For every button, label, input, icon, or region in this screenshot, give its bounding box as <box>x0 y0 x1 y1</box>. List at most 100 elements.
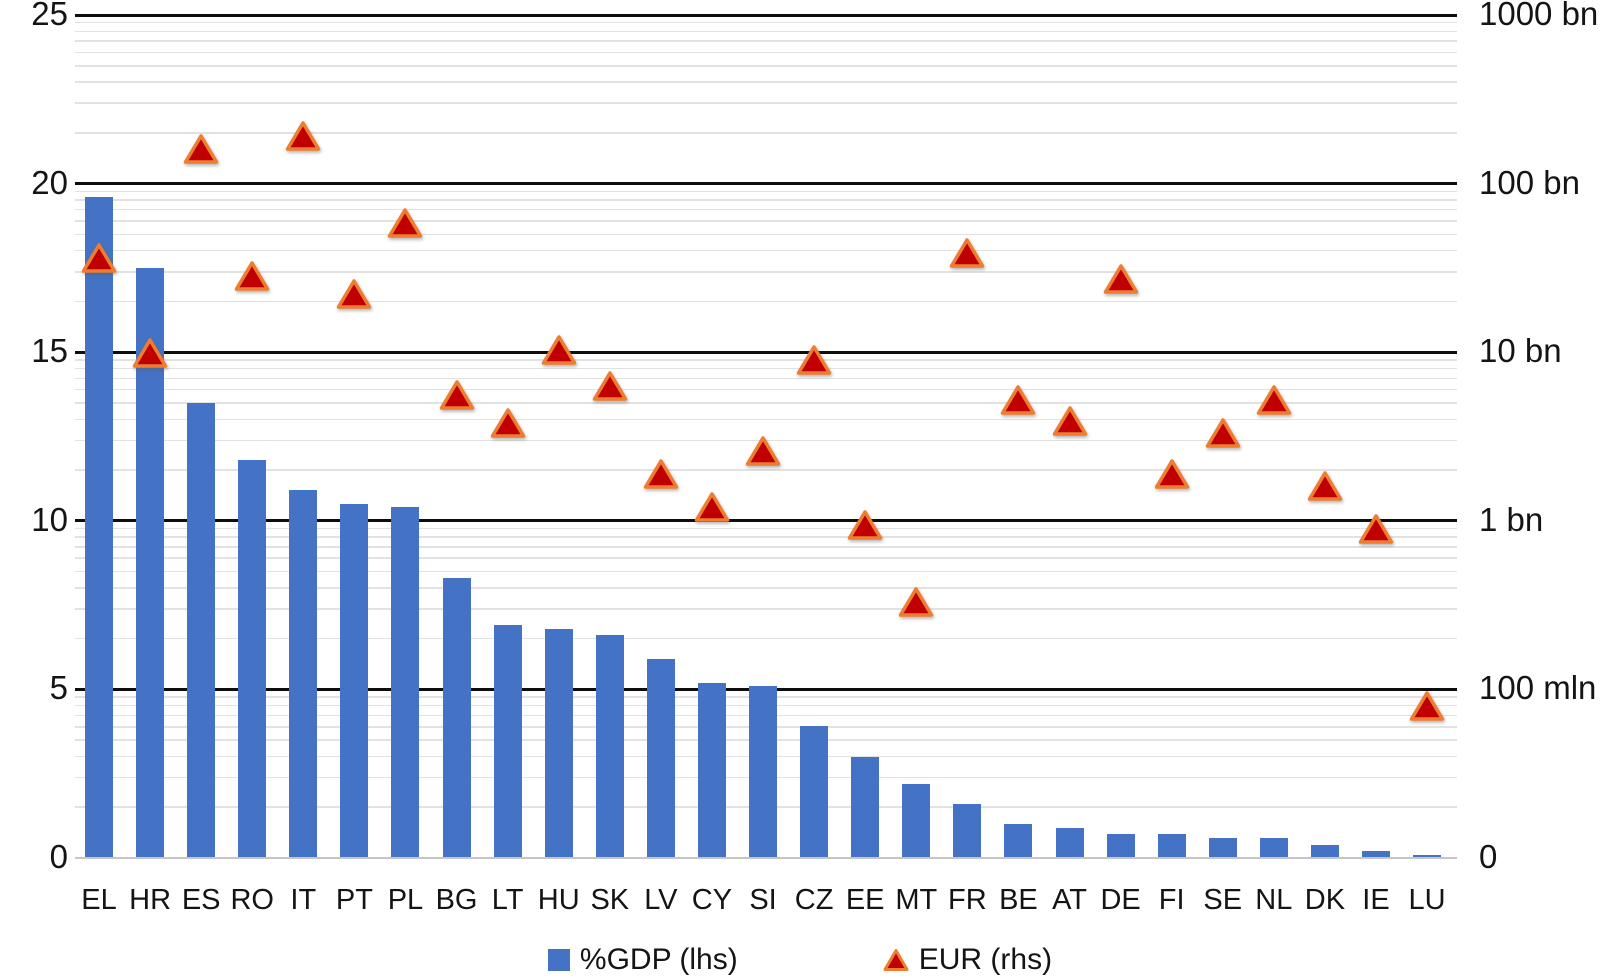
x-label-EE: EE <box>845 884 885 916</box>
bar-swatch-icon <box>547 948 570 971</box>
bar-MT <box>902 783 931 858</box>
bar-EL <box>85 197 113 858</box>
x-label-FI: FI <box>1158 884 1185 916</box>
minor-gridline <box>75 65 1457 67</box>
minor-gridline <box>75 199 1457 201</box>
right-axis-tick: 100 mln <box>1479 669 1597 707</box>
minor-gridline <box>75 418 1457 421</box>
right-axis-tick: 0 <box>1479 838 1498 876</box>
minor-gridline <box>75 21 1457 24</box>
legend-item-gdp: %GDP (lhs) <box>547 942 738 977</box>
minor-gridline <box>75 359 1457 361</box>
x-label-IE: IE <box>1362 884 1390 916</box>
x-label-LU: LU <box>1408 884 1446 916</box>
minor-gridline <box>75 587 1457 589</box>
eur-marker-BE <box>1000 384 1036 421</box>
x-label-ES: ES <box>181 884 221 916</box>
minor-gridline <box>75 300 1457 303</box>
x-label-SE: SE <box>1203 884 1243 916</box>
bar-LT <box>493 625 522 858</box>
eur-marker-SI <box>745 435 781 472</box>
minor-gridline <box>75 132 1457 134</box>
x-axis-line <box>75 857 1457 859</box>
minor-gridline <box>75 557 1457 559</box>
minor-gridline <box>75 102 1457 104</box>
bar-ES <box>187 402 216 858</box>
x-label-PT: PT <box>335 884 373 916</box>
eur-marker-LU <box>1409 690 1445 727</box>
x-label-LT: LT <box>491 884 524 916</box>
eur-marker-RO <box>234 260 270 297</box>
x-label-LV: LV <box>644 884 678 916</box>
eur-marker-NL <box>1256 384 1292 421</box>
x-label-MT: MT <box>895 884 938 916</box>
bar-PL <box>391 507 420 858</box>
minor-gridline <box>75 469 1457 471</box>
legend: %GDP (lhs) EUR (rhs) <box>0 940 1600 979</box>
minor-gridline <box>75 233 1457 236</box>
eur-marker-BG <box>439 379 475 416</box>
eur-marker-SK <box>592 370 628 407</box>
eur-marker-PT <box>336 278 372 315</box>
right-axis-tick: 1000 bn <box>1479 0 1599 33</box>
minor-gridline <box>75 81 1457 83</box>
minor-gridline <box>75 388 1457 391</box>
legend-item-eur: EUR (rhs) <box>883 943 1052 977</box>
x-label-SI: SI <box>749 884 777 916</box>
minor-gridline <box>75 402 1457 404</box>
major-gridline <box>75 519 1457 523</box>
major-gridline <box>75 182 1457 186</box>
eur-marker-LV <box>643 458 679 495</box>
x-label-FR: FR <box>948 884 987 916</box>
eur-marker-HR <box>132 337 168 374</box>
major-gridline <box>75 350 1457 354</box>
triangle-swatch-icon <box>883 948 909 971</box>
left-axis-tick-20: 20 <box>31 163 68 201</box>
bar-IT <box>289 490 318 858</box>
minor-gridline <box>75 208 1457 211</box>
eur-marker-FI <box>1154 458 1190 495</box>
eur-marker-CZ <box>796 344 832 381</box>
x-label-PL: PL <box>387 884 424 916</box>
x-label-NL: NL <box>1255 884 1293 916</box>
legend-label-gdp: %GDP (lhs) <box>579 942 738 976</box>
minor-gridline <box>75 40 1457 42</box>
major-gridline <box>75 13 1457 17</box>
x-label-BE: BE <box>999 884 1038 916</box>
eur-marker-FR <box>949 237 985 274</box>
minor-gridline <box>75 377 1457 380</box>
right-axis-tick: 100 bn <box>1479 163 1580 201</box>
bar-HU <box>544 628 573 858</box>
eur-marker-DK <box>1307 470 1343 507</box>
x-label-HR: HR <box>129 884 172 916</box>
bar-SI <box>749 686 778 858</box>
eur-marker-IE <box>1358 513 1394 550</box>
left-axis-tick-25: 25 <box>31 0 68 33</box>
eur-marker-EL <box>81 242 117 279</box>
eur-marker-HU <box>541 334 577 371</box>
x-label-EL: EL <box>81 884 117 916</box>
x-label-HU: HU <box>537 884 580 916</box>
minor-gridline <box>75 51 1457 54</box>
minor-gridline <box>75 367 1457 370</box>
bar-CY <box>697 682 726 858</box>
bar-AT <box>1055 827 1084 858</box>
eur-marker-CY <box>694 491 730 528</box>
minor-gridline <box>75 637 1457 640</box>
bar-CZ <box>800 726 829 858</box>
bar-IE <box>1362 851 1390 858</box>
x-label-AT: AT <box>1052 884 1087 916</box>
eur-marker-DE <box>1103 263 1139 300</box>
bar-EE <box>851 756 880 858</box>
minor-gridline <box>75 190 1457 193</box>
eur-marker-PL <box>387 207 423 244</box>
legend-label-eur: EUR (rhs) <box>918 942 1053 976</box>
left-axis-tick-5: 5 <box>49 669 68 707</box>
minor-gridline <box>75 546 1457 548</box>
bar-SE <box>1208 837 1237 858</box>
x-label-BG: BG <box>435 884 478 916</box>
minor-gridline <box>75 536 1457 538</box>
minor-gridline <box>75 220 1457 222</box>
